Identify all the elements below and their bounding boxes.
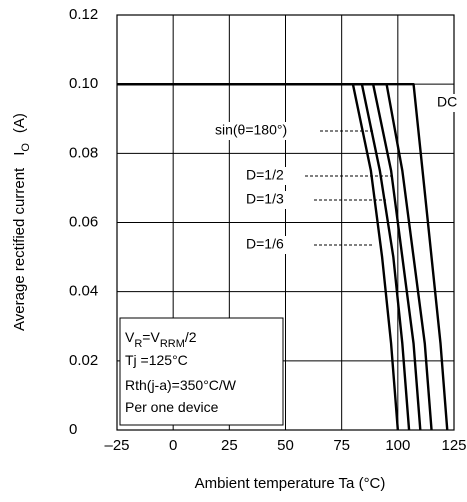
label-bg [244, 191, 310, 209]
condition-part: RRM [160, 338, 185, 350]
condition-part: /2 [185, 329, 197, 345]
y-tick-label: 0.02 [69, 352, 98, 369]
x-tick-label: 125 [441, 437, 466, 454]
series-label: sin(θ=180°) [215, 122, 287, 138]
condition-part: Per one device [125, 399, 219, 415]
x-axis-label: Ambient temperature Ta (°C) [195, 475, 386, 492]
condition-text: Per one device [125, 399, 219, 415]
series-label: D=1/2 [246, 167, 284, 183]
y-axis-label-part: Average rectified current [11, 167, 28, 331]
y-tick-label: 0.10 [69, 75, 98, 92]
series-label: D=1/6 [246, 236, 284, 252]
series-label: DC [437, 94, 457, 110]
condition-text: Tj =125°C [125, 352, 188, 368]
y-axis-label-part: I [11, 152, 28, 156]
label-bg [435, 94, 463, 112]
label-bg [244, 167, 301, 185]
conditions-box: VR=VRRM/2 Tj =125°C Rth(j-a)=350°C/W Per on… [119, 317, 284, 426]
y-axis-label-part: O [20, 143, 32, 152]
y-axis-label: Average rectified current IO (A) [11, 113, 32, 331]
condition-part: V [125, 329, 135, 345]
label-bg [244, 236, 310, 254]
condition-part: R [134, 338, 142, 350]
curve [117, 82, 449, 431]
x-tick-label: 100 [385, 437, 410, 454]
y-axis-label-part: (A) [11, 113, 28, 133]
y-tick-label: 0.12 [69, 6, 98, 23]
y-tick-label: 0.04 [69, 283, 98, 300]
x-tick-label: 25 [221, 437, 238, 454]
condition-part: Rth(j-a)=350°C/W [125, 377, 237, 393]
y-tick-label: 0 [69, 421, 77, 438]
x-tick-label: 50 [277, 437, 294, 454]
condition-part: Tj =125°C [125, 352, 188, 368]
y-tick-label: 0.06 [69, 213, 98, 230]
condition-part: =V [142, 329, 160, 345]
series-label: D=1/3 [246, 191, 284, 207]
y-tick-label: 0.08 [69, 144, 98, 161]
condition-text: Rth(j-a)=350°C/W [125, 377, 237, 393]
x-tick-label: 0 [169, 437, 177, 454]
condition-text: VR=VRRM/2 [125, 329, 197, 350]
x-tick-label: –25 [104, 437, 129, 454]
conditions-frame [119, 317, 284, 426]
label-bg [213, 122, 316, 140]
plot-frame [116, 14, 455, 431]
x-tick-label: 75 [333, 437, 350, 454]
